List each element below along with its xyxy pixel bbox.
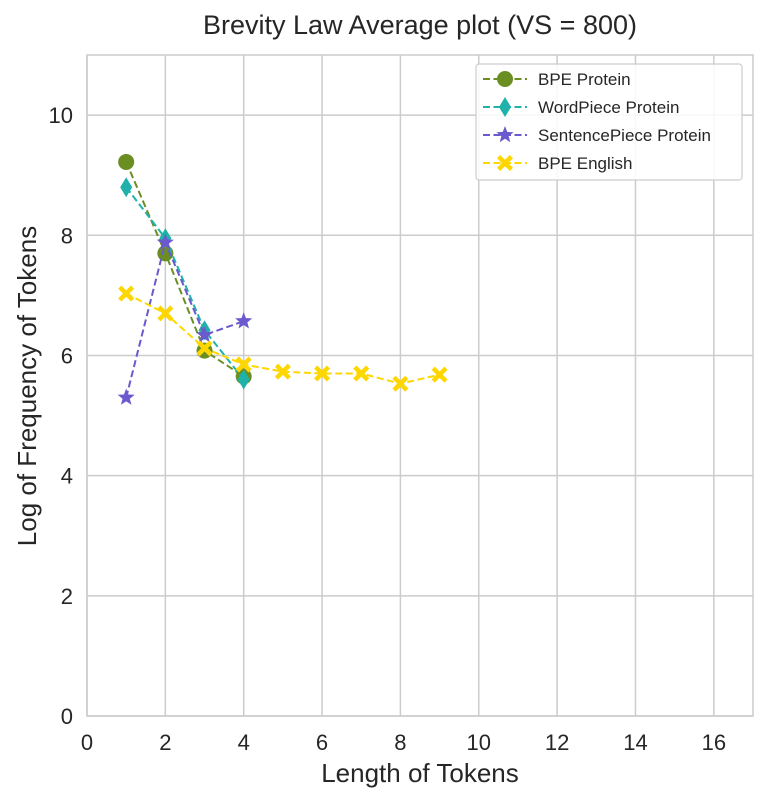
x-tick-label: 14 bbox=[623, 730, 647, 755]
data-point-sentencepiece-protein bbox=[235, 312, 253, 329]
data-point-sentencepiece-protein bbox=[195, 326, 214, 343]
series-sentencepiece-protein bbox=[117, 233, 253, 405]
data-point-bpe-english bbox=[353, 365, 370, 382]
x-axis-label: Length of Tokens bbox=[321, 758, 519, 788]
data-point-bpe-english bbox=[235, 356, 252, 373]
y-tick-label: 6 bbox=[61, 343, 73, 368]
chart-title: Brevity Law Average plot (VS = 800) bbox=[203, 10, 637, 40]
y-tick-label: 4 bbox=[61, 464, 73, 489]
legend-item-bpe-english: BPE English bbox=[483, 154, 633, 173]
legend-label: WordPiece Protein bbox=[538, 98, 679, 117]
data-point-bpe-english bbox=[157, 305, 174, 322]
y-tick-label: 2 bbox=[61, 584, 73, 609]
legend-box bbox=[475, 63, 743, 181]
series-layer bbox=[117, 153, 448, 405]
legend-label: SentencePiece Protein bbox=[538, 126, 711, 145]
data-point-wordpiece-protein bbox=[120, 177, 133, 198]
data-point-bpe-english bbox=[118, 285, 135, 302]
legend-item-bpe-protein: BPE Protein bbox=[483, 70, 631, 89]
data-point-bpe-english bbox=[392, 375, 409, 392]
data-point-sentencepiece-protein bbox=[156, 233, 174, 250]
data-point-sentencepiece-protein bbox=[117, 388, 135, 405]
x-tick-label: 10 bbox=[467, 730, 491, 755]
x-tick-label: 6 bbox=[316, 730, 328, 755]
y-axis-label: Log of Frequency of Tokens bbox=[12, 226, 42, 546]
x-tick-label: 16 bbox=[702, 730, 726, 755]
y-tick-label: 0 bbox=[61, 704, 73, 729]
legend-marker bbox=[499, 97, 511, 117]
legend-item-wordpiece-protein: WordPiece Protein bbox=[483, 97, 679, 117]
y-tick-label: 10 bbox=[49, 103, 73, 128]
data-point-bpe-protein bbox=[118, 153, 135, 170]
data-point-bpe-english bbox=[196, 340, 213, 357]
x-tick-label: 2 bbox=[159, 730, 171, 755]
data-point-bpe-english bbox=[431, 366, 448, 383]
series-line-wordpiece-protein bbox=[125, 186, 245, 381]
series-bpe-english bbox=[118, 285, 448, 392]
legend-label: BPE Protein bbox=[538, 70, 631, 89]
series-line-sentencepiece-protein bbox=[125, 239, 245, 398]
data-point-bpe-english bbox=[274, 363, 291, 380]
legend-item-sentencepiece-protein: SentencePiece Protein bbox=[483, 126, 711, 145]
x-tick-label: 0 bbox=[81, 730, 93, 755]
legend-label: BPE English bbox=[538, 154, 633, 173]
x-axis: 0 2 4 6 8 10 12 14 16 bbox=[81, 730, 726, 755]
y-axis: 0 2 4 6 8 10 bbox=[49, 103, 73, 729]
legend-marker bbox=[497, 155, 513, 171]
data-point-bpe-english bbox=[314, 365, 331, 382]
data-point-wordpiece-protein bbox=[237, 369, 250, 390]
series-line-bpe-protein bbox=[125, 161, 245, 378]
legend-marker bbox=[496, 126, 514, 143]
legend-marker bbox=[497, 71, 513, 87]
x-tick-label: 8 bbox=[394, 730, 406, 755]
legend: BPE Protein WordPiece Protein SentencePiec… bbox=[475, 63, 743, 181]
plot-area-frame bbox=[86, 54, 754, 717]
x-tick-label: 4 bbox=[238, 730, 250, 755]
y-tick-label: 8 bbox=[61, 223, 73, 248]
x-tick-label: 12 bbox=[545, 730, 569, 755]
